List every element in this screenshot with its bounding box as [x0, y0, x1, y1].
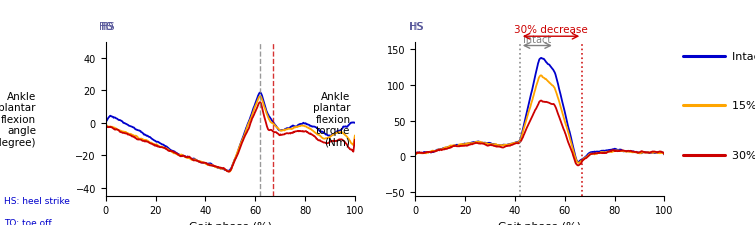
- X-axis label: Gait phase (%): Gait phase (%): [498, 221, 581, 225]
- Text: Intact model: Intact model: [732, 51, 755, 61]
- Text: TO: toe off: TO: toe off: [4, 218, 51, 225]
- Text: HS: HS: [101, 22, 114, 32]
- X-axis label: Gait phase (%): Gait phase (%): [189, 221, 272, 225]
- Text: HS: HS: [411, 22, 424, 32]
- Y-axis label: Ankle
plantar
flexion
torque
(Nm): Ankle plantar flexion torque (Nm): [313, 91, 350, 147]
- Text: HS: heel strike: HS: heel strike: [4, 196, 69, 205]
- Text: 15% decrease: 15% decrease: [732, 101, 755, 111]
- Text: Intact: Intact: [523, 35, 551, 45]
- Text: HS: HS: [408, 22, 422, 32]
- Text: TO: TO: [100, 22, 114, 32]
- Text: HS: HS: [99, 22, 112, 32]
- Text: 30% decrease: 30% decrease: [732, 150, 755, 160]
- Text: 30% decrease: 30% decrease: [514, 25, 588, 35]
- Y-axis label: Ankle
plantar
flexion
angle
(degree): Ankle plantar flexion angle (degree): [0, 91, 36, 147]
